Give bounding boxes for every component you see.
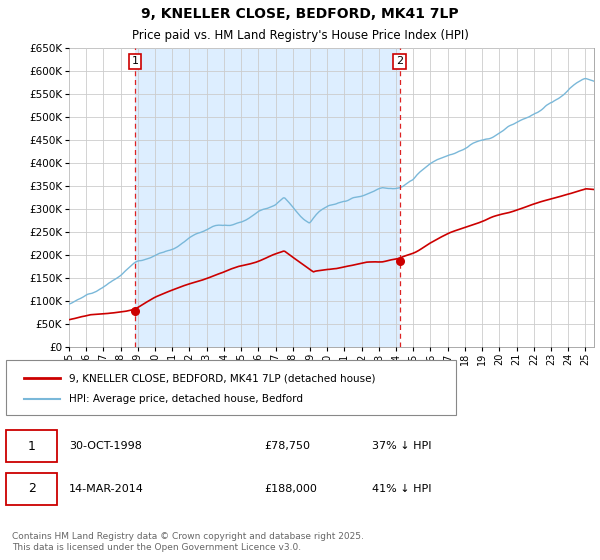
FancyBboxPatch shape: [6, 430, 57, 462]
Text: Contains HM Land Registry data © Crown copyright and database right 2025.
This d: Contains HM Land Registry data © Crown c…: [12, 533, 364, 552]
Text: 37% ↓ HPI: 37% ↓ HPI: [372, 441, 431, 451]
Text: Price paid vs. HM Land Registry's House Price Index (HPI): Price paid vs. HM Land Registry's House …: [131, 29, 469, 42]
Text: 30-OCT-1998: 30-OCT-1998: [69, 441, 142, 451]
Text: 14-MAR-2014: 14-MAR-2014: [69, 484, 144, 494]
Text: £78,750: £78,750: [264, 441, 310, 451]
Text: £188,000: £188,000: [264, 484, 317, 494]
Text: 2: 2: [28, 482, 36, 495]
Text: 1: 1: [131, 57, 139, 67]
FancyBboxPatch shape: [6, 473, 57, 505]
Text: 41% ↓ HPI: 41% ↓ HPI: [372, 484, 431, 494]
Text: 2: 2: [396, 57, 403, 67]
FancyBboxPatch shape: [6, 360, 456, 416]
Text: 9, KNELLER CLOSE, BEDFORD, MK41 7LP: 9, KNELLER CLOSE, BEDFORD, MK41 7LP: [141, 7, 459, 21]
Text: 1: 1: [28, 440, 36, 452]
Text: 9, KNELLER CLOSE, BEDFORD, MK41 7LP (detached house): 9, KNELLER CLOSE, BEDFORD, MK41 7LP (det…: [69, 373, 376, 383]
Bar: [135, 48, 400, 347]
Text: HPI: Average price, detached house, Bedford: HPI: Average price, detached house, Bedf…: [69, 394, 303, 404]
